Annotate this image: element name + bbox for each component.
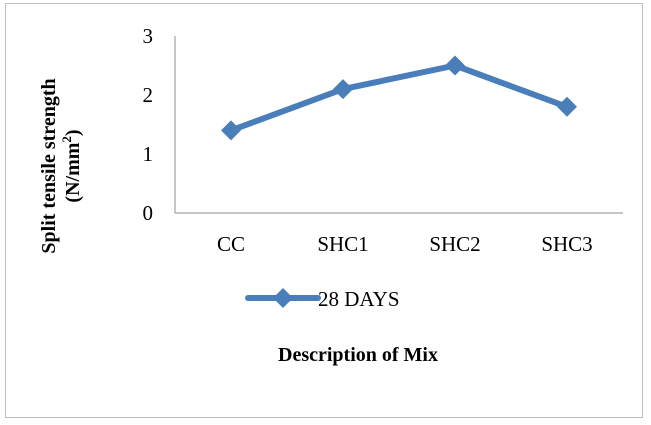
series-line: [231, 66, 567, 131]
legend-label: 28 DAYS: [318, 287, 400, 311]
data-point-marker: [557, 97, 577, 117]
x-ticks: CC SHC1 SHC2 SHC3: [217, 232, 593, 256]
series-layer: [221, 56, 577, 141]
legend-swatch-marker: [273, 288, 293, 308]
y-tick-label: 3: [143, 24, 154, 48]
x-axis-title: Description of Mix: [278, 344, 438, 366]
y-axis-title-line2: (N/mm2): [59, 129, 84, 202]
x-tick-label: SHC3: [541, 232, 592, 256]
x-tick-label: SHC1: [317, 232, 368, 256]
x-tick-label: SHC2: [429, 232, 480, 256]
data-point-marker: [221, 120, 241, 140]
y-axis-title: Split tensile strength (N/mm2): [38, 78, 84, 253]
y-ticks: 0 1 2 3: [143, 24, 154, 225]
y-axis-unit-base: (N/mm: [62, 142, 84, 202]
y-tick-label: 2: [143, 83, 154, 107]
y-tick-label: 1: [143, 142, 154, 166]
y-axis-unit-end: ): [62, 129, 84, 136]
x-tick-label: CC: [217, 232, 245, 256]
y-axis-title-line1: Split tensile strength: [38, 78, 60, 253]
legend: 28 DAYS: [248, 287, 400, 311]
data-point-marker: [333, 79, 353, 99]
y-tick-label: 0: [143, 201, 154, 225]
data-point-marker: [445, 56, 465, 76]
